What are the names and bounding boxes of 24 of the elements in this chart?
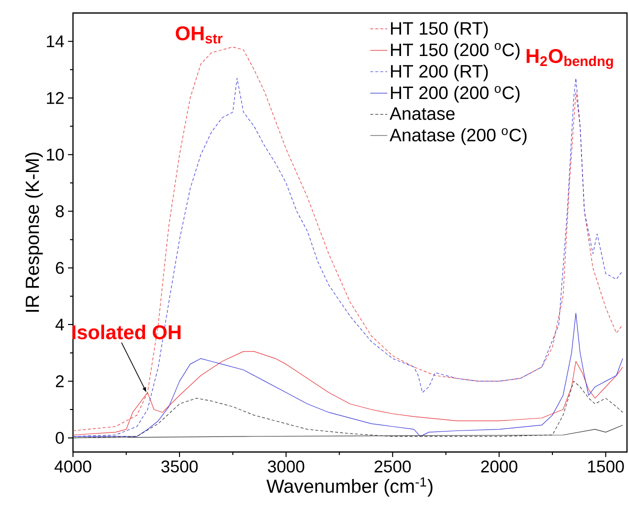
legend-label: HT 200 (200 $^{o}$C) [391, 86, 520, 103]
y-tick-label: 14 [46, 35, 64, 48]
annotation: OH$_{str}$ [176, 26, 222, 44]
x-tick-label: 2500 [374, 460, 411, 472]
legend-label: HT 150 (200 $^{o}$C) [391, 43, 520, 60]
y-tick-label: 4 [55, 318, 64, 330]
legend-label: Anatase [390, 107, 455, 120]
x-tick-label: 3500 [161, 460, 198, 472]
x-tick-label: 2000 [481, 460, 518, 472]
y-tick-label: 10 [46, 148, 64, 161]
x-tick-label: 1500 [588, 460, 624, 472]
annotation: H$_{2}$O$_{bendng}$ [526, 48, 613, 69]
y-tick-label: 8 [56, 205, 64, 218]
legend-label: Anatase (200 $^{o}$C) [390, 128, 527, 145]
x-axis-title: Wavenumber (cm$^{-1}$) [266, 477, 432, 497]
y-tick-label: 2 [56, 375, 64, 388]
y-axis-title: IR Response (K-M) [25, 152, 43, 312]
y-tick-label: 6 [56, 262, 64, 274]
legend-label: HT 200 (RT) [391, 64, 488, 82]
x-tick-label: 3000 [268, 460, 304, 472]
y-tick-label: 0 [56, 432, 64, 444]
y-tick-label: 12 [46, 92, 64, 104]
x-tick-label: 4000 [54, 460, 92, 472]
legend-label: HT 150 (RT) [391, 22, 488, 38]
